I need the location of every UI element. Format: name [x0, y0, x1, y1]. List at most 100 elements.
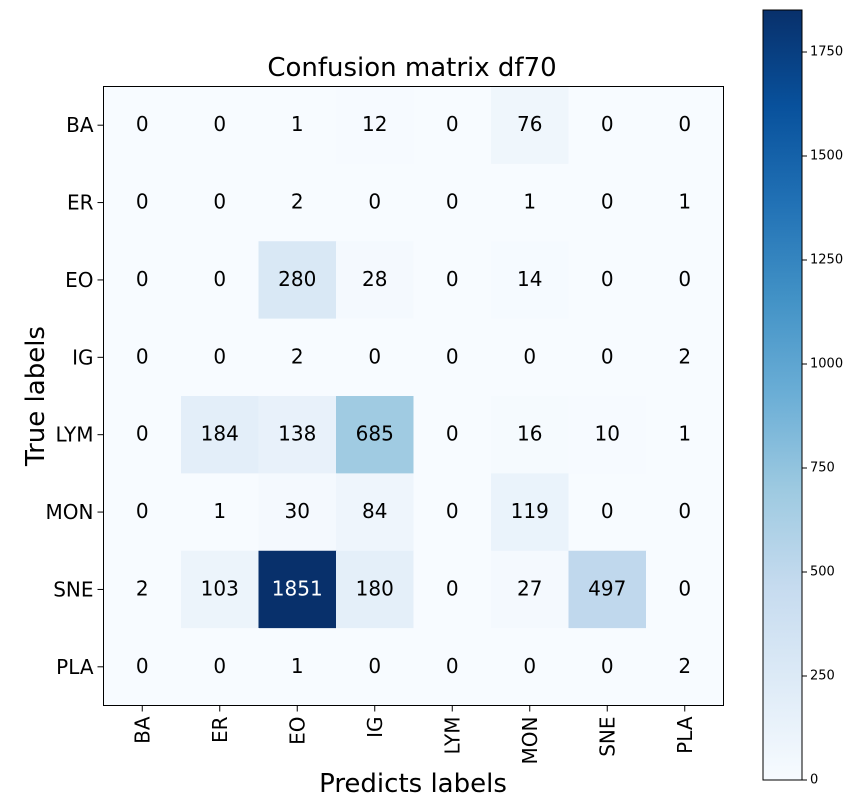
x-tick-label: BA [130, 716, 154, 744]
colorbar-tick-label: 500 [810, 565, 835, 580]
cell-value-label: 0 [601, 267, 614, 291]
x-axis-label: Predicts labels [319, 769, 507, 799]
cell-value-label: 180 [356, 576, 394, 600]
cell-value-label: 119 [511, 499, 549, 523]
heatmap-cell [568, 396, 647, 474]
cell-value-label: 1 [523, 190, 536, 214]
colorbar-tick-label: 0 [810, 773, 818, 788]
cell-value-label: 0 [523, 654, 536, 678]
y-tick-label: PLA [56, 655, 94, 679]
cell-value-label: 16 [517, 422, 542, 446]
cell-value-label: 0 [446, 267, 459, 291]
heatmap-cell [103, 163, 182, 242]
cell-value-label: 0 [523, 344, 536, 368]
heatmap-cell [568, 318, 647, 397]
y-axis-ticks: BA ER EO IG LYM MON SNE PLA [46, 113, 104, 679]
y-tick-label: BA [66, 113, 94, 137]
y-tick-label: MON [46, 500, 94, 524]
chart-title: Confusion matrix df70 [267, 53, 556, 83]
heatmap-cell [491, 550, 569, 629]
colorbar-tick-label: 250 [810, 669, 835, 684]
cell-value-label: 0 [601, 190, 614, 214]
heatmap-cell [413, 396, 492, 474]
heatmap-cell [568, 550, 647, 629]
heatmap-cell [258, 396, 337, 474]
heatmap-cell [568, 241, 647, 320]
heatmap-cell [103, 241, 182, 320]
heatmap-cell [258, 318, 337, 397]
cell-value-label: 0 [446, 344, 459, 368]
cell-value-label: 84 [362, 499, 387, 523]
heatmap-cell [103, 628, 182, 706]
cell-value-label: 1 [291, 112, 304, 136]
heatmap-cells [103, 86, 724, 706]
heatmap-cell [181, 163, 259, 242]
heatmap-cell [646, 396, 724, 474]
cell-value-label: 2 [136, 576, 149, 600]
cell-value-label: 76 [517, 112, 542, 136]
colorbar-ticks: 0 250 500 750 1000 1250 1500 1750 [802, 45, 843, 788]
heatmap-cell [491, 473, 569, 552]
cell-value-label: 0 [446, 422, 459, 446]
heatmap-cell [491, 86, 569, 165]
heatmap-cell [181, 241, 259, 320]
cell-value-labels: 0 0 1 12 0 76 0 00 0 2 0 0 1 0 10 0 280 28 0 14 0 00 0 2 0 0 0 0 20 1… [136, 112, 691, 678]
heatmap-cell [336, 628, 414, 706]
cell-value-label: 0 [601, 344, 614, 368]
cell-value-label: 0 [678, 576, 691, 600]
cell-value-label: 2 [291, 190, 304, 214]
heatmap-cell [646, 628, 724, 706]
colorbar-tick-label: 1750 [810, 45, 843, 60]
cell-value-label: 0 [446, 190, 459, 214]
cell-value-label: 2 [291, 344, 304, 368]
cell-value-label: 0 [213, 112, 226, 136]
cell-value-label: 0 [678, 112, 691, 136]
cell-value-label: 12 [362, 112, 387, 136]
cell-value-label: 1851 [272, 576, 323, 600]
cell-value-label: 0 [213, 190, 226, 214]
cell-value-label: 0 [678, 267, 691, 291]
cell-value-label: 0 [678, 499, 691, 523]
heatmap-cell [336, 241, 414, 320]
cell-value-label: 0 [601, 499, 614, 523]
heatmap-cell [258, 86, 337, 165]
cell-value-label: 0 [368, 654, 381, 678]
x-tick-label: IG [363, 717, 387, 738]
cell-value-label: 10 [595, 422, 620, 446]
heatmap-cell [258, 473, 337, 552]
heatmap-cell [181, 628, 259, 706]
heatmap-cell [413, 86, 492, 165]
heatmap-cell [568, 86, 647, 165]
cell-value-label: 1 [678, 190, 691, 214]
cell-value-label: 14 [517, 267, 542, 291]
heatmap-cell [568, 628, 647, 706]
cell-value-label: 0 [601, 654, 614, 678]
heatmap-cell [258, 163, 337, 242]
heatmap-cell [336, 318, 414, 397]
heatmap-cell [491, 163, 569, 242]
heatmap-cell [103, 473, 182, 552]
heatmap-cell [491, 318, 569, 397]
colorbar [762, 9, 803, 781]
heatmap-cell [413, 318, 492, 397]
heatmap-cell [103, 550, 182, 629]
y-tick-label: EO [65, 268, 93, 292]
cell-value-label: 103 [201, 576, 239, 600]
cell-value-label: 0 [136, 190, 149, 214]
heatmap-cell [336, 396, 414, 474]
heatmap-cell [646, 163, 724, 242]
x-tick-label: SNE [595, 717, 619, 757]
cell-value-label: 184 [201, 422, 239, 446]
heatmap-cell [413, 550, 492, 629]
cell-value-label: 0 [213, 654, 226, 678]
heatmap-cell [181, 396, 259, 474]
heatmap-cell [336, 86, 414, 165]
cell-value-label: 0 [446, 654, 459, 678]
cell-value-label: 0 [368, 344, 381, 368]
plot-frame [103, 86, 724, 706]
heatmap-cell [568, 473, 647, 552]
heatmap-cell [413, 241, 492, 320]
heatmap-cell [491, 396, 569, 474]
heatmap-cell [103, 86, 182, 165]
